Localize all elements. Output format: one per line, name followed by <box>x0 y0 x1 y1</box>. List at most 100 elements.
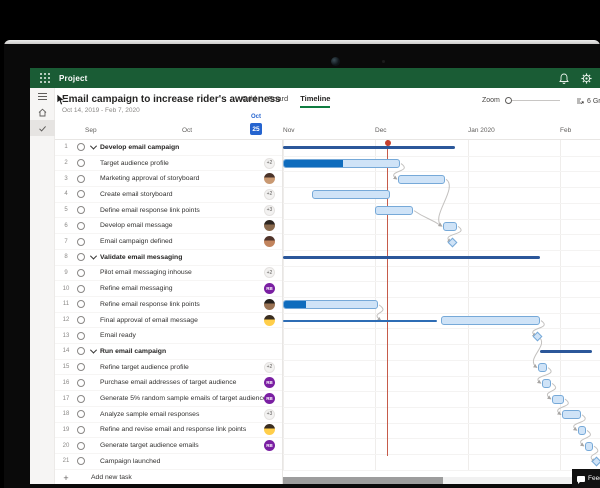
task-complete-circle[interactable] <box>77 347 85 356</box>
view-tabs: Grid Board Timeline <box>242 94 331 108</box>
assignee-avatar[interactable] <box>264 424 275 436</box>
task-complete-circle[interactable] <box>77 237 85 246</box>
summary-bar[interactable] <box>283 146 455 150</box>
task-bar[interactable] <box>585 441 593 451</box>
milestone-diamond[interactable] <box>447 237 457 247</box>
task-bar[interactable] <box>578 425 586 435</box>
assignee-avatar[interactable] <box>264 314 275 326</box>
horizontal-scrollbar[interactable] <box>283 477 600 484</box>
collapse-chevron-icon[interactable] <box>89 142 98 150</box>
task-complete-circle[interactable] <box>77 363 85 372</box>
zoom-slider-track[interactable] <box>511 100 560 101</box>
task-complete-circle[interactable] <box>77 190 85 199</box>
milestone-diamond[interactable] <box>532 331 542 342</box>
summary-bar[interactable] <box>283 256 540 260</box>
zoom-control[interactable]: Zoom <box>482 97 560 104</box>
assignee-avatar[interactable]: RB <box>264 377 275 389</box>
task-complete-circle[interactable] <box>77 206 85 215</box>
task-complete-circle[interactable] <box>77 284 85 293</box>
task-complete-circle[interactable] <box>77 457 85 466</box>
today-date-badge[interactable]: 25 <box>250 123 262 135</box>
task-name[interactable]: Run email campaign <box>100 347 167 355</box>
assignee-avatar[interactable]: RB <box>264 440 275 452</box>
assignee-count-badge[interactable]: +2 <box>264 361 275 373</box>
task-complete-circle[interactable] <box>77 253 85 262</box>
task-name[interactable]: Email campaign defined <box>100 238 173 246</box>
milestone-diamond[interactable] <box>591 456 600 467</box>
add-new-task-row[interactable]: + Add new task <box>55 470 282 484</box>
task-bar[interactable] <box>283 159 400 169</box>
task-name[interactable]: Email ready <box>100 332 136 340</box>
task-complete-circle[interactable] <box>77 410 85 419</box>
task-name[interactable]: Define email response link points <box>100 206 200 214</box>
assignee-avatar[interactable]: RB <box>264 393 275 405</box>
task-name[interactable]: Refine and revise email and response lin… <box>100 426 247 434</box>
add-task-label: Add new task <box>91 474 132 482</box>
task-bar[interactable] <box>441 316 540 326</box>
task-complete-circle[interactable] <box>77 441 85 450</box>
summary-bar[interactable] <box>540 350 592 354</box>
task-name[interactable]: Campaign launched <box>100 457 161 465</box>
task-complete-circle[interactable] <box>77 143 85 152</box>
task-bar[interactable] <box>562 410 581 420</box>
task-name[interactable]: Validate email messaging <box>100 253 183 261</box>
task-bar[interactable] <box>283 300 378 310</box>
task-name[interactable]: Refine email response link points <box>100 300 200 308</box>
assignee-count-badge[interactable]: +2 <box>264 157 275 169</box>
rail-menu-icon[interactable] <box>30 88 55 104</box>
tab-board[interactable]: Board <box>268 94 289 103</box>
assignee-count-badge[interactable]: +3 <box>264 408 275 420</box>
task-name[interactable]: Develop email campaign <box>100 143 180 151</box>
tab-grid[interactable]: Grid <box>242 94 257 103</box>
task-name[interactable]: Marketing approval of storyboard <box>100 175 200 183</box>
task-complete-circle[interactable] <box>77 316 85 325</box>
task-complete-circle[interactable] <box>77 331 85 340</box>
task-bar[interactable] <box>398 174 445 184</box>
assignee-count-badge[interactable]: +3 <box>264 204 275 216</box>
assignee-avatar[interactable] <box>264 220 275 232</box>
bell-icon[interactable] <box>559 73 569 84</box>
task-bar[interactable] <box>552 394 564 404</box>
task-complete-circle[interactable] <box>77 394 85 403</box>
assignee-avatar[interactable] <box>264 236 275 248</box>
scrollbar-thumb[interactable] <box>283 477 443 484</box>
task-name[interactable]: Refine target audience profile <box>100 363 189 371</box>
collapse-chevron-icon[interactable] <box>89 346 98 354</box>
feedback-button[interactable]: Feedback <box>572 469 600 488</box>
assignee-avatar[interactable] <box>264 298 275 310</box>
tab-timeline[interactable]: Timeline <box>300 94 331 108</box>
collapse-chevron-icon[interactable] <box>89 252 98 260</box>
task-bar[interactable] <box>538 363 547 373</box>
task-complete-circle[interactable] <box>77 174 85 183</box>
rail-home-icon[interactable] <box>30 104 55 120</box>
task-name[interactable]: Analyze sample email responses <box>100 410 200 418</box>
task-complete-circle[interactable] <box>77 300 85 309</box>
gear-icon[interactable] <box>581 72 592 84</box>
rail-check-icon[interactable] <box>30 120 55 136</box>
task-name[interactable]: Pilot email messaging inhouse <box>100 269 192 277</box>
assignee-avatar[interactable] <box>264 173 275 185</box>
task-complete-circle[interactable] <box>77 159 85 168</box>
task-bar[interactable] <box>542 378 551 388</box>
task-name[interactable]: Purchase email addresses of target audie… <box>100 379 237 387</box>
task-name[interactable]: Generate 5% random sample emails of targ… <box>100 395 264 403</box>
task-complete-circle[interactable] <box>77 425 85 434</box>
task-name[interactable]: Create email storyboard <box>100 190 173 198</box>
task-complete-circle[interactable] <box>77 221 85 230</box>
task-name[interactable]: Final approval of email message <box>100 316 198 324</box>
group-by-button[interactable]: 6 Groups <box>576 97 600 105</box>
task-name[interactable]: Target audience profile <box>100 159 169 167</box>
task-bar[interactable] <box>375 206 413 216</box>
task-bar[interactable] <box>312 190 390 200</box>
task-name[interactable]: Generate target audience emails <box>100 442 199 450</box>
waffle-icon[interactable] <box>40 73 50 83</box>
assignee-count-badge[interactable]: +2 <box>264 267 275 279</box>
task-complete-circle[interactable] <box>77 378 85 387</box>
assignee-count-badge[interactable]: +2 <box>264 188 275 200</box>
task-bar[interactable] <box>443 221 457 231</box>
assignee-avatar[interactable]: RB <box>264 283 275 295</box>
task-name[interactable]: Refine email messaging <box>100 285 173 293</box>
task-name[interactable]: Develop email message <box>100 222 173 230</box>
task-complete-circle[interactable] <box>77 268 85 277</box>
zoom-slider-knob[interactable] <box>504 97 512 104</box>
